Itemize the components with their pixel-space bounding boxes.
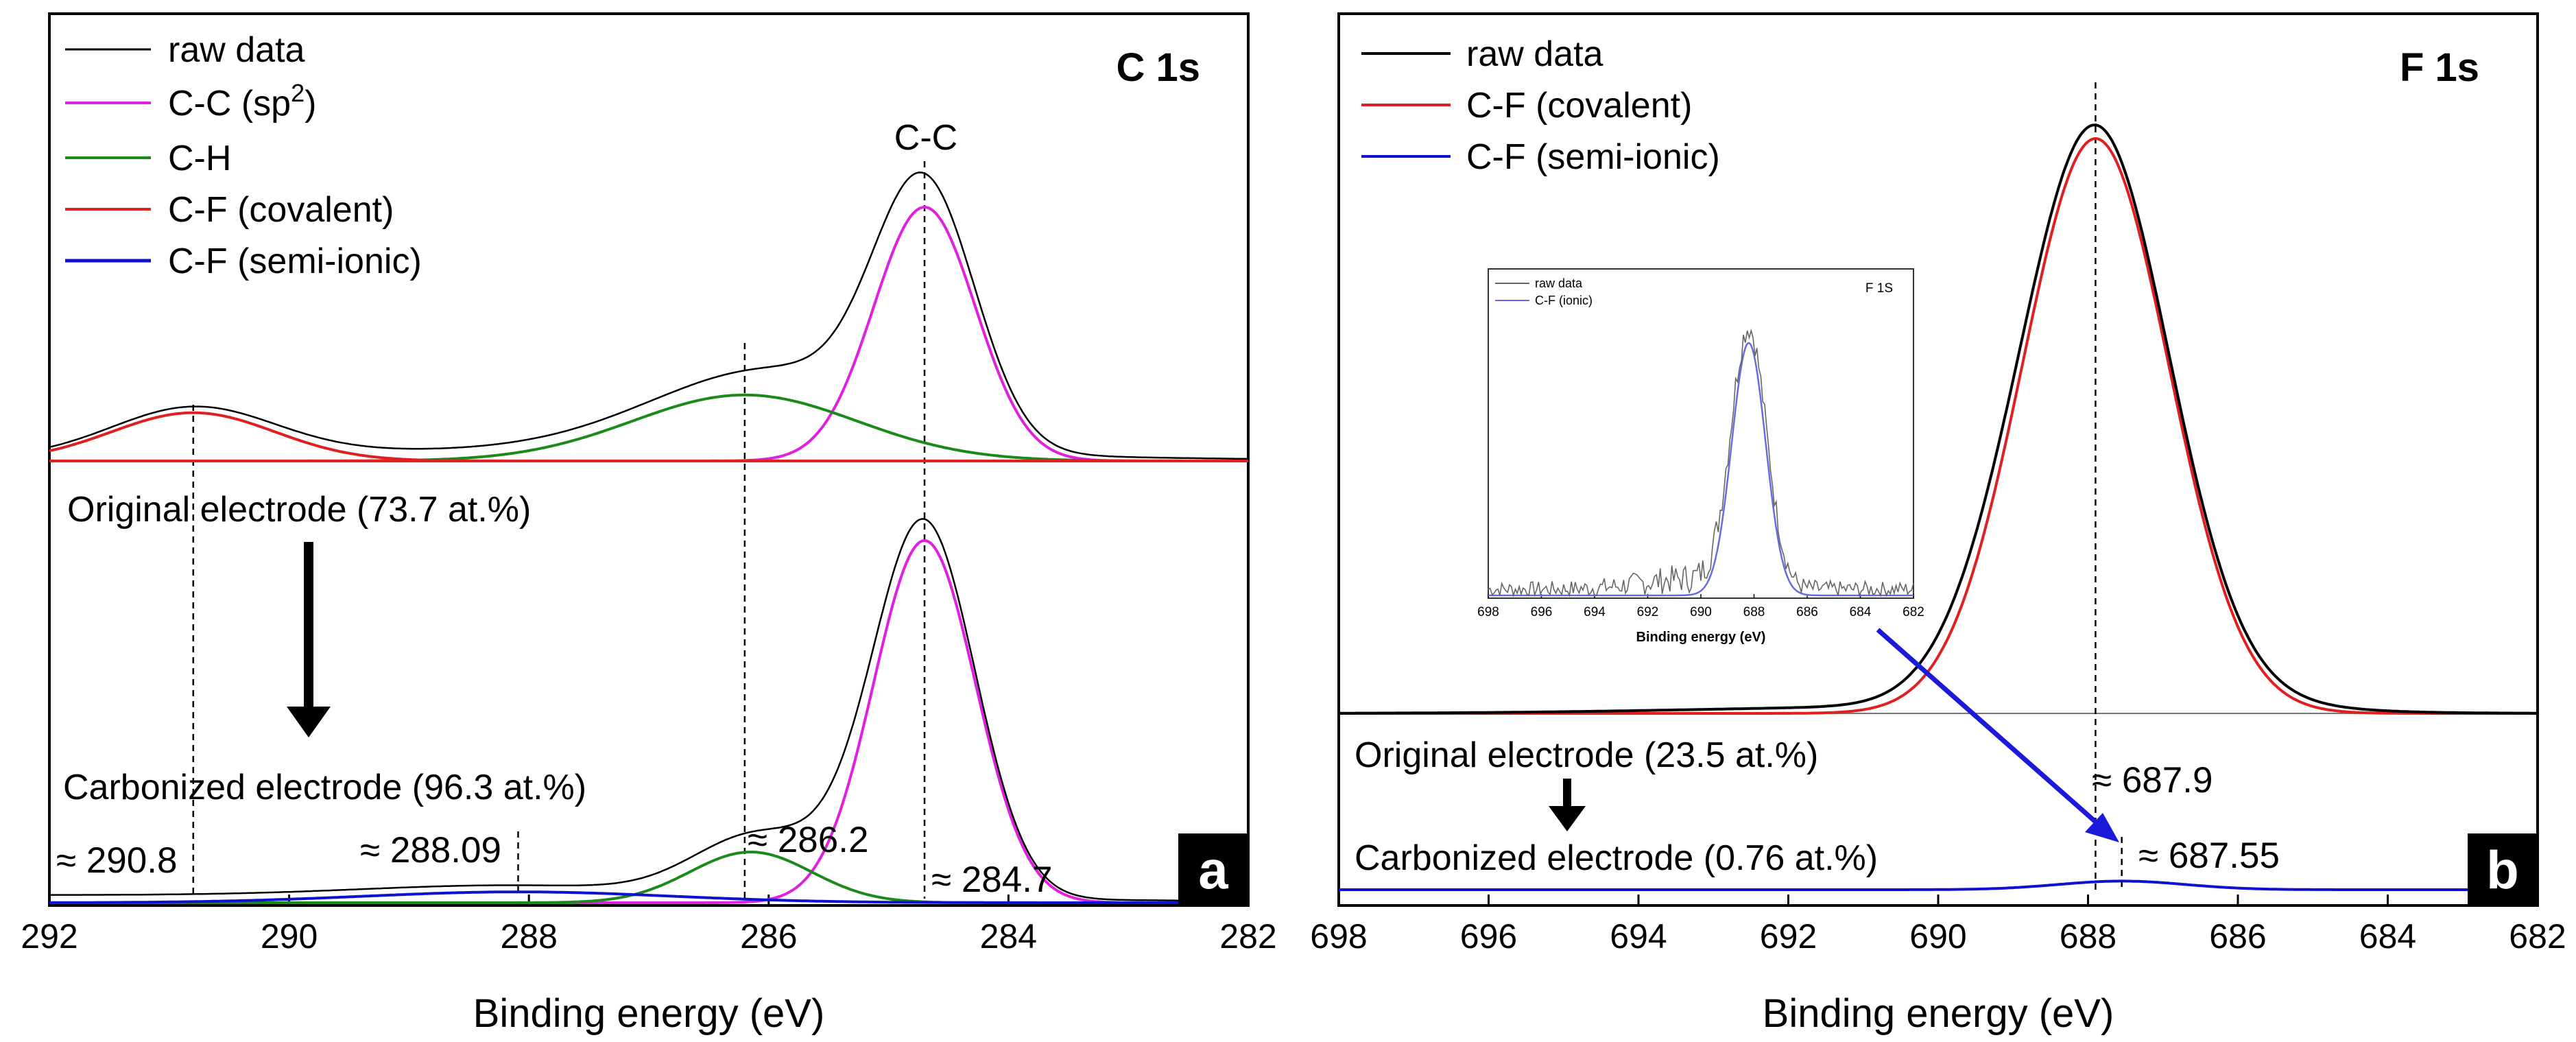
panel-b-upper-raw-data [1339,123,2538,715]
panel-b-carbonized-label: Carbonized electrode (0.76 at.%) [1355,838,1878,878]
panel-b: 698 696 694 692 690 688 686 684 682 Binding ener… [1310,12,2566,1036]
panel-b-curves [1339,123,2538,891]
inset-tick-label-684: 684 [1850,605,1872,619]
annotation-286-2: ≈ 286.2 [748,820,868,860]
panel-b-original-label: Original electrode (23.5 at.%) [1355,735,1818,775]
panel-b-badge [2468,833,2538,905]
panel-a-original-label: Original electrode (73.7 at.%) [67,490,531,530]
annotation-290-8: ≈ 290.8 [56,840,177,881]
panel-b-x-axis-title: Binding energy (eV) [1763,991,2114,1036]
panel-b-tick-label-690: 690 [1909,917,1966,956]
panel-a-title: C 1s [1116,45,1200,90]
inset-tick-label-696: 696 [1531,605,1553,619]
panel-a-badge-label: a [1198,840,1228,900]
panel-b-guide-lines [2095,82,2123,892]
legend-label-c-f-semi-ionic-b: C-F (semi-ionic) [1466,137,1720,177]
inset-legend-fit: C-F (ionic) [1535,294,1593,307]
panel-b-badge-label: b [2486,840,2519,900]
panel-b-tick-label-694: 694 [1610,917,1667,956]
inset-legend-raw: raw data [1535,276,1583,290]
panel-a-tick-label-292: 292 [21,917,77,956]
panel-a-tick-label-282: 282 [1219,917,1276,956]
lower-component-c-f-semi-ionic [49,890,1248,904]
legend-label-c-f-covalent: C-F (covalent) [168,190,394,230]
panel-a-x-axis: 292 290 288 286 284 282 [21,895,1277,956]
inset-tick-label-698: 698 [1477,605,1499,619]
panel-b-x-axis: 698 696 694 692 690 688 686 684 682 [1310,895,2566,956]
panel-b-down-arrow [1549,779,1586,831]
inset-tick-label-688: 688 [1743,605,1765,619]
panel-b-tick-label-686: 686 [2209,917,2266,956]
inset-tick-label-692: 692 [1637,605,1659,619]
inset-frame [1488,268,1914,599]
inset-x-axis-title: Binding energy (eV) [1636,630,1766,645]
panel-a-badge [1178,833,1248,905]
panel-a-tick-label-290: 290 [261,917,318,956]
annotation-687-55: ≈ 687.55 [2138,836,2280,876]
inset-pointer-arrow [1876,628,2119,842]
panel-a-tick-label-288: 288 [500,917,557,956]
panel-b-title: F 1s [2400,45,2479,90]
legend-label-raw-data: raw data [168,30,305,70]
legend-label-c-f-semi-ionic: C-F (semi-ionic) [168,241,422,281]
panel-b-upper-covalent [1339,137,2538,715]
panel-a: 292 290 288 286 284 282 Binding energy (eV) C… [21,12,1277,1036]
inset-tick-label-682: 682 [1903,605,1924,619]
panel-b-tick-label-682: 682 [2509,917,2566,956]
inset-curves [1488,328,1914,598]
panel-b-legend: raw data C-F (covalent) C-F (semi-ionic) [1361,34,1720,177]
inset-raw-data [1488,328,1914,598]
panel-b-tick-label-684: 684 [2359,917,2416,956]
inset-tick-label-690: 690 [1690,605,1712,619]
inset-title: F 1S [1865,281,1893,296]
upper-raw-data [49,171,1248,460]
annotation-687-9: ≈ 687.9 [2092,760,2213,801]
panel-a-legend: raw data C-C (sp2) C-H C-F (covalent) C-… [65,30,422,281]
peak-label-c-c: C-C [894,118,957,158]
panel-b-tick-label-692: 692 [1760,917,1817,956]
panel-b-tick-label-688: 688 [2060,917,2116,956]
panel-b-lower-semi-ionic [1339,879,2538,891]
panel-b-tick-label-698: 698 [1310,917,1367,956]
legend-label-c-h: C-H [168,139,231,178]
inset-x-axis: 698 696 694 692 690 688 686 684 682 [1477,594,1924,619]
legend-label-raw-data-b: raw data [1466,34,1603,74]
panel-b-tick-label-696: 696 [1460,917,1517,956]
panel-a-tick-label-284: 284 [980,917,1037,956]
inset-tick-label-686: 686 [1796,605,1818,619]
lower-raw-data [49,518,1248,902]
panel-a-down-arrow [287,542,331,737]
panel-a-carbonized-label: Carbonized electrode (96.3 at.%) [63,768,586,807]
panel-a-x-axis-title: Binding energy (eV) [473,991,825,1036]
f1s-inset: 698 696 694 692 690 688 686 684 682 Binding ener… [1477,268,1924,645]
legend-label-c-f-covalent-b: C-F (covalent) [1466,86,1692,126]
inset-tick-label-694: 694 [1584,605,1606,619]
panel-a-curves [49,171,1248,904]
panel-a-tick-label-286: 286 [740,917,797,956]
panel-a-guide-lines [192,161,926,899]
annotation-288-09: ≈ 288.09 [360,830,501,871]
annotation-284-7: ≈ 284.7 [931,860,1052,900]
inset-ionic-fit [1488,342,1913,597]
